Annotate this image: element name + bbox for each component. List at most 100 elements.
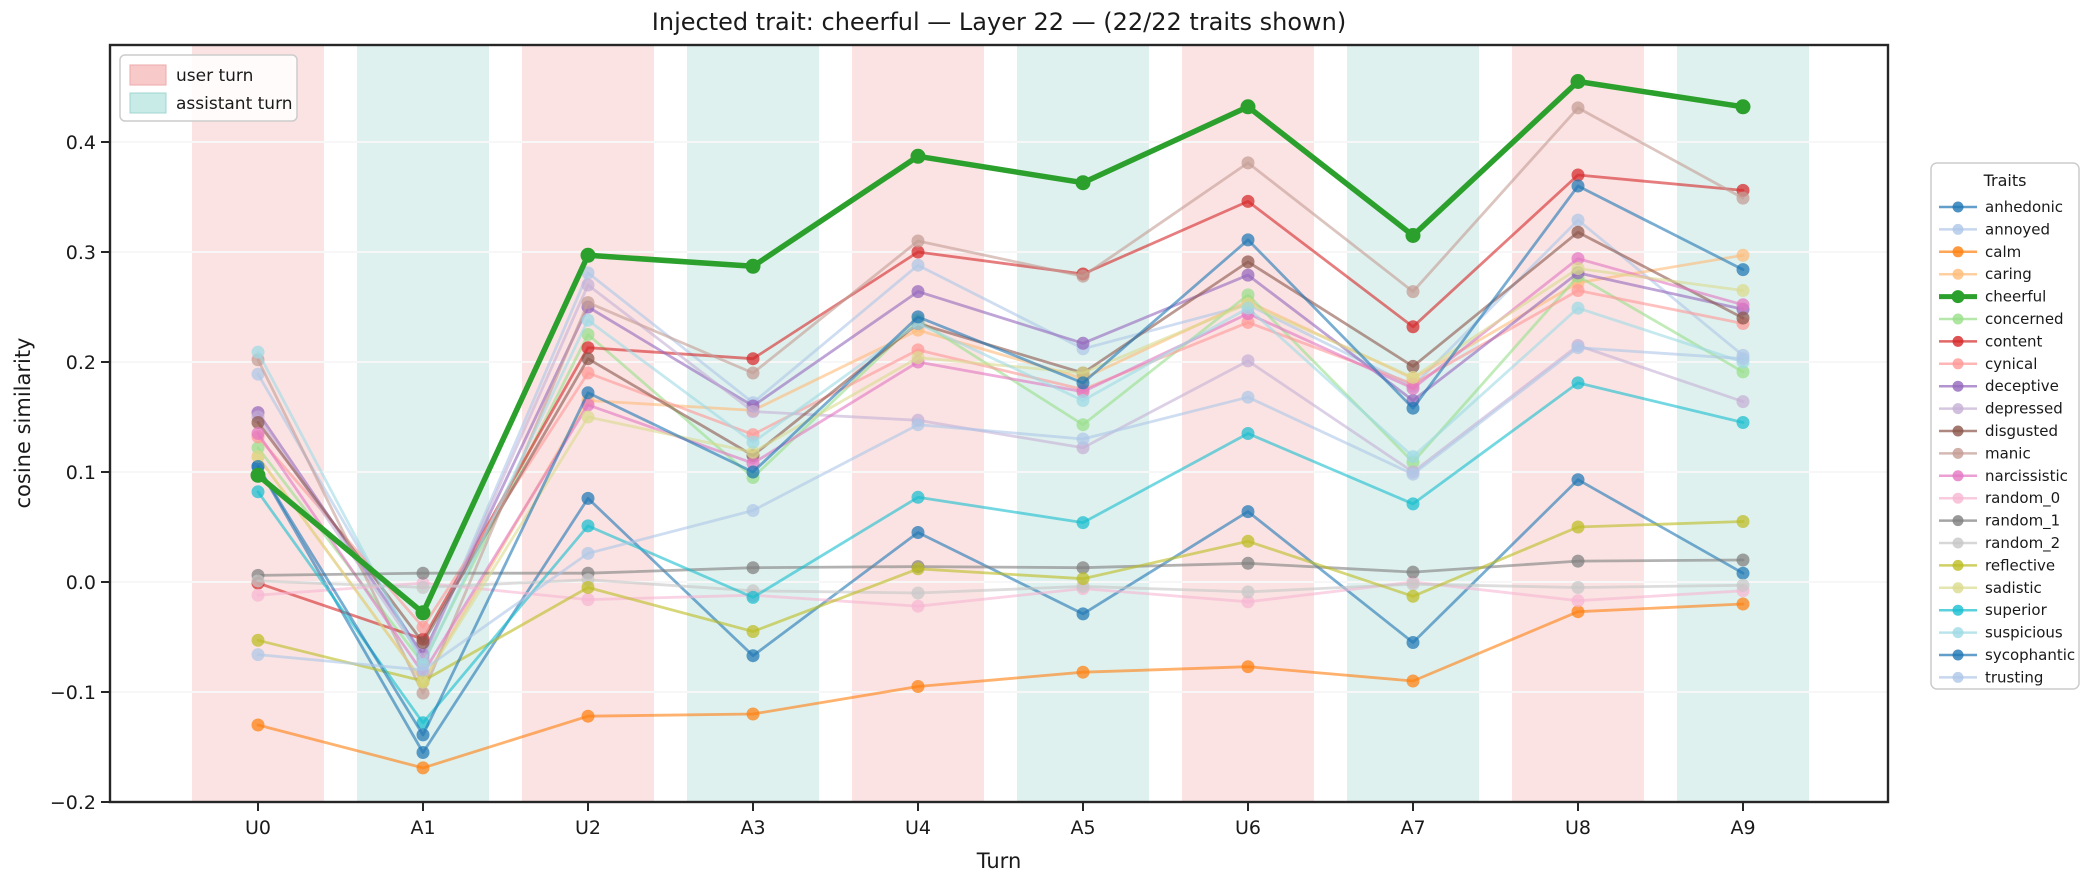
series-line-depressed: [256, 283, 1745, 661]
legend-swatch-marker-manic: [1952, 447, 1964, 459]
legend-swatch-marker-deceptive: [1952, 380, 1964, 392]
series-marker-sycophantic-U2: [581, 386, 595, 400]
traits-legend: Traits anhedonic annoyed calm caring cheerfu…: [1930, 162, 2080, 690]
legend-swatch-marker-anhedonic: [1952, 201, 1964, 213]
legend-swatch-marker-calm: [1952, 246, 1964, 258]
series-marker-deceptive-U4: [911, 285, 925, 299]
series-marker-reflective-A9: [1736, 515, 1750, 528]
legend-label-caring: caring: [1985, 265, 2032, 283]
series-line-calm: [256, 602, 1745, 770]
series-marker-manic-U4: [911, 234, 925, 248]
series-marker-narcissistic-A7: [1406, 381, 1420, 395]
series-marker-calm-A1: [416, 761, 430, 775]
legend-label-anhedonic: anhedonic: [1985, 198, 2063, 216]
series-marker-suspicious-U2: [581, 313, 595, 327]
series-line-reflective: [256, 520, 1745, 683]
series-marker-random_1-A5: [1076, 561, 1090, 575]
legend-swatch-marker-trusting: [1952, 671, 1964, 683]
turn-legend: user turn assistant turn: [119, 54, 298, 122]
legend-label-calm: calm: [1985, 243, 2021, 261]
plot-frame: [108, 43, 1890, 804]
series-marker-cheerful-A1: [415, 605, 431, 621]
series-marker-suspicious-A7: [1406, 450, 1420, 464]
axis-ticks: U0 A1 U2 A3 U4 A5 U6 A7 U8 A9 0.4 0.3 0.2 0.1 0.0 −0.1 −…: [50, 132, 1756, 839]
series-marker-suspicious-A5: [1076, 394, 1090, 407]
series-marker-narcissistic-U8: [1571, 252, 1585, 266]
series-marker-depressed-U6: [1241, 354, 1255, 368]
y-tick-label: 0.2: [66, 352, 96, 374]
x-tick-label-U0: U0: [245, 817, 271, 839]
legend-swatch-marker-sycophantic: [1952, 649, 1964, 661]
series-marker-superior-U4: [911, 490, 925, 504]
series-marker-superior-U0: [251, 485, 265, 499]
series-marker-deceptive-A5: [1076, 336, 1090, 350]
series-marker-random_0-U0: [251, 588, 265, 602]
y-tick-label: −0.2: [50, 792, 96, 814]
series-marker-calm-A9: [1736, 597, 1750, 611]
series-marker-cheerful-U8: [1570, 74, 1586, 89]
series-marker-sycophantic-U6: [1241, 233, 1255, 247]
series-marker-trusting-A1: [416, 663, 430, 677]
series-marker-sycophantic-A5: [1076, 376, 1090, 390]
user-turn-label: user turn: [176, 66, 253, 86]
series-marker-reflective-U8: [1571, 520, 1585, 534]
series-marker-disgusted-U8: [1571, 225, 1585, 239]
series-marker-narcissistic-U0: [251, 427, 265, 440]
series-marker-random_0-U4: [911, 599, 925, 613]
series-marker-depressed-U2: [581, 278, 595, 292]
y-tick-label: −0.1: [50, 682, 96, 704]
legend-swatch-marker-sadistic: [1952, 582, 1964, 594]
series-lines: [250, 74, 1751, 775]
series-line-sycophantic: [256, 184, 1745, 737]
series-marker-sadistic-U2: [581, 410, 595, 424]
series-marker-concerned-A9: [1736, 365, 1750, 379]
y-tick-label: 0.0: [66, 572, 96, 594]
series-marker-random_0-U8: [1571, 594, 1585, 608]
series-marker-narcissistic-A9: [1736, 298, 1750, 312]
series-marker-cheerful-A9: [1735, 99, 1751, 115]
legend-label-annoyed: annoyed: [1985, 220, 2050, 238]
legend-swatch-marker-cheerful: [1951, 290, 1965, 304]
series-marker-random_2-A7: [1406, 577, 1420, 591]
legend-swatch-marker-depressed: [1952, 403, 1964, 415]
series-marker-random_0-U2: [581, 593, 595, 607]
series-marker-trusting-A9: [1736, 352, 1750, 366]
legend-swatch-marker-annoyed: [1952, 223, 1964, 235]
series-marker-superior-A5: [1076, 516, 1090, 530]
series-marker-depressed-A9: [1736, 395, 1750, 409]
legend-label-sadistic: sadistic: [1985, 579, 2042, 597]
assistant-turn-band-A3: [687, 45, 819, 802]
assistant-turn-band-A7: [1347, 45, 1479, 802]
series-marker-superior-U6: [1241, 427, 1255, 440]
series-marker-disgusted-U2: [581, 352, 595, 366]
series-marker-trusting-A3: [746, 504, 760, 517]
legend-swatch-marker-narcissistic: [1952, 470, 1964, 482]
series-marker-sadistic-U4: [911, 351, 925, 365]
series-marker-manic-U8: [1571, 101, 1585, 115]
legend-label-sycophantic: sycophantic: [1985, 646, 2075, 664]
chart-title: Injected trait: cheerful — Layer 22 — (2…: [652, 8, 1346, 36]
series-marker-random_1-A1: [416, 566, 430, 580]
legend-label-cynical: cynical: [1985, 355, 2037, 373]
series-marker-sycophantic-A3: [746, 465, 760, 479]
legend-swatch-marker-random_2: [1952, 537, 1964, 549]
series-marker-cynical-U2: [581, 366, 595, 380]
series-line-manic: [256, 106, 1745, 695]
y-axis-label: cosine similarity: [11, 338, 35, 509]
series-marker-manic-A3: [746, 366, 760, 380]
series-marker-superior-A3: [746, 590, 760, 604]
series-marker-random_0-U6: [1241, 595, 1255, 609]
series-marker-calm-A3: [746, 707, 760, 721]
series-marker-disgusted-A1: [416, 636, 430, 649]
series-line-random_2: [256, 578, 1745, 595]
y-tick-label: 0.4: [66, 132, 96, 154]
series-marker-sadistic-A9: [1736, 284, 1750, 297]
series-marker-calm-A5: [1076, 665, 1090, 679]
series-marker-suspicious-U6: [1241, 301, 1255, 315]
series-marker-calm-U4: [911, 680, 925, 693]
series-marker-content-U4: [911, 245, 925, 259]
legend-label-superior: superior: [1985, 601, 2048, 619]
series-marker-calm-A7: [1406, 674, 1420, 688]
